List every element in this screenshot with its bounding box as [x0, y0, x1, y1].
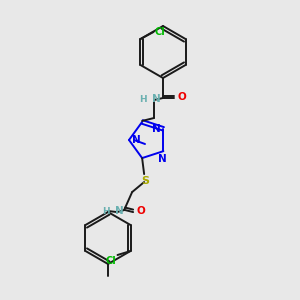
- Text: Cl: Cl: [106, 256, 116, 266]
- Text: N: N: [152, 94, 161, 104]
- Text: N: N: [132, 135, 141, 145]
- Text: H: H: [140, 94, 147, 103]
- Text: H: H: [103, 207, 110, 216]
- Text: O: O: [177, 92, 186, 102]
- Text: S: S: [141, 176, 149, 186]
- Text: Cl: Cl: [154, 27, 165, 37]
- Text: N: N: [158, 154, 167, 164]
- Text: O: O: [136, 206, 145, 216]
- Text: N: N: [115, 206, 124, 216]
- Text: N: N: [152, 124, 160, 134]
